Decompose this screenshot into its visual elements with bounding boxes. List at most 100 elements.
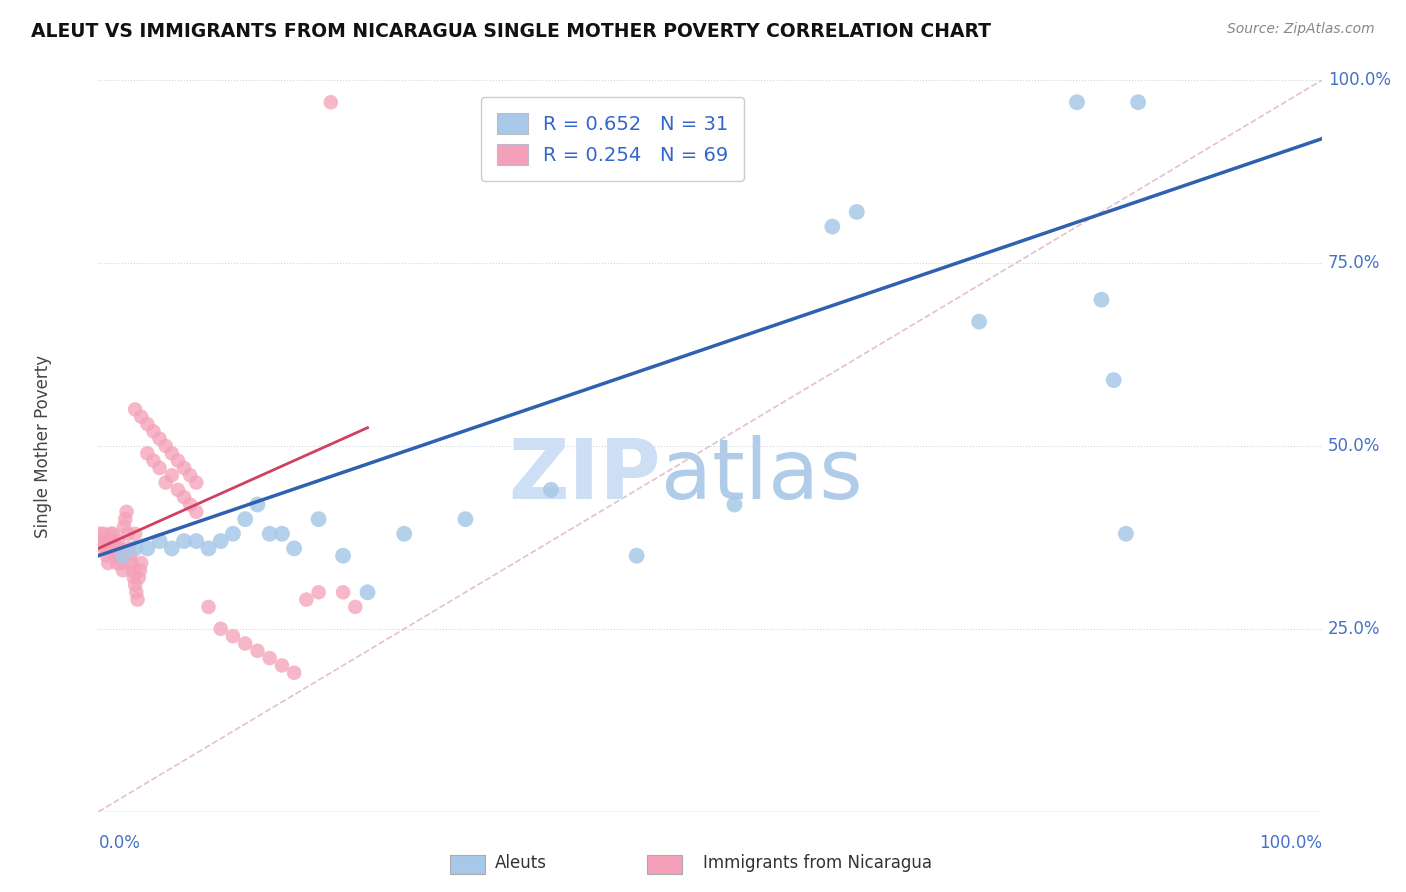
Point xyxy=(179,498,201,512)
Point xyxy=(179,468,201,483)
Point xyxy=(270,658,294,673)
Point xyxy=(115,505,138,519)
Text: 0.0%: 0.0% xyxy=(98,834,141,852)
Point xyxy=(122,571,145,585)
Point xyxy=(120,549,142,563)
Point xyxy=(155,439,177,453)
Point xyxy=(104,549,127,563)
Point xyxy=(821,219,844,234)
Text: 75.0%: 75.0% xyxy=(1327,254,1381,272)
Point xyxy=(124,402,146,417)
Point xyxy=(222,526,245,541)
Point xyxy=(160,468,183,483)
Point xyxy=(111,549,134,563)
Point xyxy=(98,541,121,556)
Text: ZIP: ZIP xyxy=(509,434,661,516)
Text: Single Mother Poverty: Single Mother Poverty xyxy=(34,354,52,538)
Point xyxy=(96,549,118,563)
Point xyxy=(149,534,172,549)
Point xyxy=(283,541,305,556)
Point xyxy=(129,563,152,577)
Point xyxy=(319,95,342,110)
Point xyxy=(967,315,990,329)
Point xyxy=(103,541,125,556)
Point xyxy=(344,599,367,614)
Point xyxy=(94,541,117,556)
Point xyxy=(283,665,305,680)
Text: 50.0%: 50.0% xyxy=(1327,437,1381,455)
Point xyxy=(101,526,124,541)
Point xyxy=(270,526,294,541)
Point xyxy=(105,556,128,570)
Point xyxy=(110,549,132,563)
Point xyxy=(160,446,183,460)
Point xyxy=(111,563,134,577)
Point xyxy=(142,453,165,467)
Point xyxy=(142,425,165,439)
Point xyxy=(259,651,281,665)
Point xyxy=(1066,95,1088,110)
Point xyxy=(332,585,354,599)
Point xyxy=(246,498,269,512)
Point xyxy=(197,541,219,556)
Point xyxy=(97,556,120,570)
Point xyxy=(186,475,208,490)
Point xyxy=(173,461,195,475)
Point xyxy=(167,483,190,497)
Point xyxy=(1128,95,1150,110)
Point xyxy=(209,622,232,636)
Point xyxy=(125,585,148,599)
Text: 100.0%: 100.0% xyxy=(1327,71,1391,89)
Point xyxy=(114,512,136,526)
Point xyxy=(124,541,146,556)
Point xyxy=(124,526,146,541)
Point xyxy=(129,556,152,570)
Point xyxy=(111,556,134,570)
Point xyxy=(136,417,159,431)
Point xyxy=(233,636,256,650)
Point xyxy=(222,629,245,643)
Text: Immigrants from Nicaragua: Immigrants from Nicaragua xyxy=(703,855,932,872)
Point xyxy=(186,534,208,549)
Point xyxy=(1115,526,1137,541)
Point xyxy=(173,490,195,504)
Point xyxy=(155,475,177,490)
Point xyxy=(308,512,330,526)
Point xyxy=(149,432,172,446)
Point xyxy=(308,585,330,599)
Point xyxy=(295,592,318,607)
Point xyxy=(93,534,115,549)
Legend: R = 0.652   N = 31, R = 0.254   N = 69: R = 0.652 N = 31, R = 0.254 N = 69 xyxy=(481,97,744,180)
Point xyxy=(332,549,354,563)
Point xyxy=(118,541,141,556)
Point xyxy=(392,526,416,541)
Point xyxy=(209,534,232,549)
Text: ALEUT VS IMMIGRANTS FROM NICARAGUA SINGLE MOTHER POVERTY CORRELATION CHART: ALEUT VS IMMIGRANTS FROM NICARAGUA SINGL… xyxy=(31,22,991,41)
Point xyxy=(626,549,648,563)
Point xyxy=(160,541,183,556)
Point xyxy=(197,599,219,614)
Point xyxy=(136,446,159,460)
Point xyxy=(845,205,868,219)
Point xyxy=(246,644,269,658)
Point xyxy=(259,526,281,541)
Point xyxy=(90,534,112,549)
Point xyxy=(117,526,139,541)
Point xyxy=(100,526,122,541)
Point xyxy=(454,512,477,526)
Point xyxy=(173,534,195,549)
Point xyxy=(89,526,111,541)
Point xyxy=(540,483,562,497)
Point xyxy=(107,534,129,549)
Text: 100.0%: 100.0% xyxy=(1258,834,1322,852)
Point xyxy=(1090,293,1112,307)
Point xyxy=(233,512,256,526)
Point xyxy=(167,453,190,467)
Point xyxy=(121,563,143,577)
Point xyxy=(1102,373,1125,387)
Point xyxy=(129,409,152,424)
Point xyxy=(356,585,378,599)
Point xyxy=(127,592,149,607)
Text: atlas: atlas xyxy=(661,434,863,516)
Text: Aleuts: Aleuts xyxy=(495,855,547,872)
